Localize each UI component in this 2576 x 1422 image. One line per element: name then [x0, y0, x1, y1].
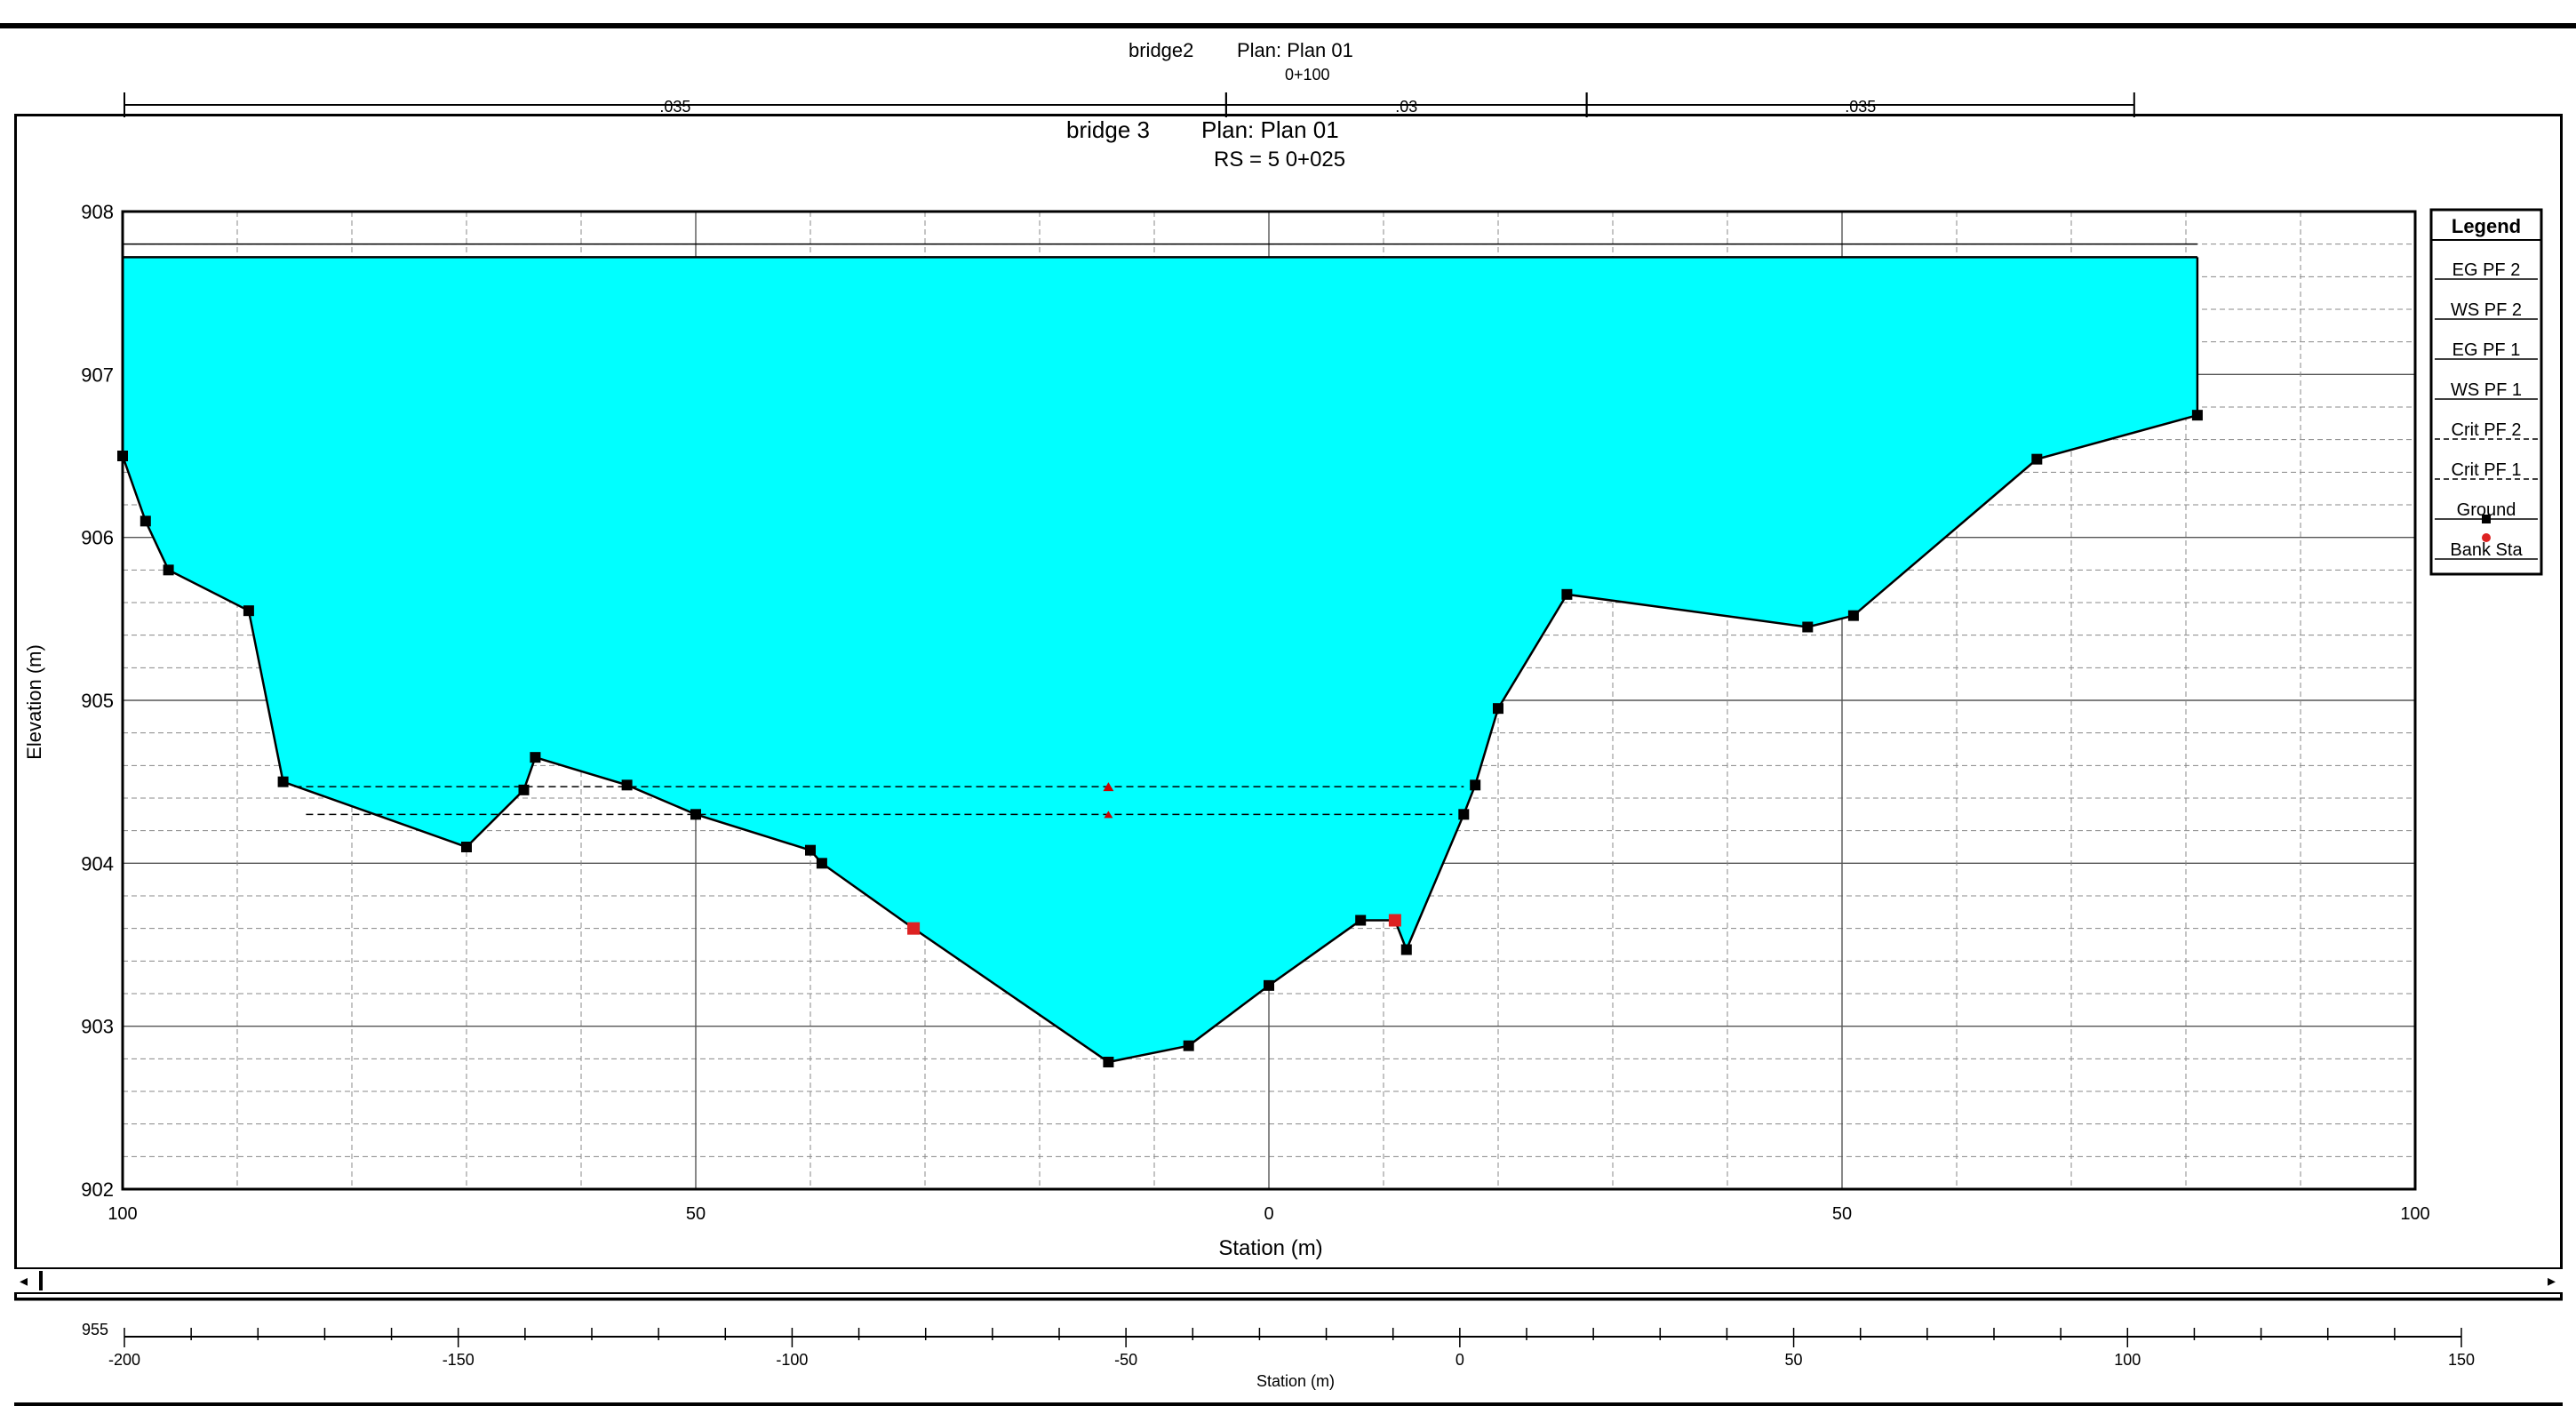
ground-markers: [117, 410, 2203, 1067]
legend-entries: EG PF 2 WS PF 2 EG PF 1 WS PF 1 Crit PF 2 Cri…: [2435, 260, 2538, 560]
legend-entry-label: EG PF 1: [2452, 340, 2521, 360]
plot-border: [121, 210, 2417, 1191]
scroll-thumb[interactable]: [39, 1271, 43, 1290]
chart-plan: Plan: Plan 01: [1201, 116, 1339, 143]
ground-point: [277, 776, 289, 787]
profile-lines: [121, 243, 2199, 1064]
legend-title: Legend: [2452, 215, 2521, 237]
ground-point: [1470, 779, 1481, 791]
mannings-n-bar: .035 .03 .035: [124, 92, 2135, 117]
ground-point: [140, 515, 151, 527]
lower-tick-label: -200: [108, 1351, 140, 1369]
y-tick-label: 908: [81, 201, 114, 223]
x-tick-label: 0: [1264, 1204, 1273, 1224]
lower-tick-label: 0: [1455, 1351, 1464, 1369]
ground-point: [530, 752, 541, 763]
y-tick-label: 906: [81, 527, 114, 549]
mannings-label: .035: [659, 98, 690, 116]
ground-point: [816, 858, 827, 869]
ground-point: [1400, 944, 1412, 955]
lower-tick-label: 150: [2448, 1351, 2475, 1369]
back-window-plan: Plan: Plan 01: [1237, 39, 1353, 61]
ground-point: [1264, 979, 1274, 991]
x-axis-ticks: 100 50 0 50 100: [108, 1204, 2429, 1224]
y-axis-ticks: 902 903 904 905 906 907 908: [81, 201, 114, 1201]
legend-entry-label: EG PF 2: [2452, 260, 2521, 280]
ground-point: [1183, 1040, 1194, 1051]
ground-point: [621, 779, 633, 791]
x-tick-label: 50: [1832, 1204, 1852, 1224]
x-tick-label: 100: [108, 1204, 137, 1224]
ground-point: [163, 564, 174, 576]
lower-tick-label: 50: [1785, 1351, 1803, 1369]
ground-point: [1458, 809, 1470, 820]
back-window-station: 0+100: [1285, 66, 1330, 84]
ground-point: [1355, 915, 1367, 926]
lower-tick-label: -100: [776, 1351, 808, 1369]
x-tick-label: 50: [686, 1204, 706, 1224]
legend-entry-label: Bank Sta: [2450, 540, 2523, 560]
ground-point: [1561, 588, 1573, 600]
legend-entry-label: Crit PF 2: [2452, 420, 2522, 440]
lower-x-axis-label: Station (m): [1256, 1372, 1335, 1390]
horizontal-scrollbar[interactable]: ◂ ▸: [14, 1267, 2563, 1294]
scroll-right-icon[interactable]: ▸: [2547, 1272, 2556, 1290]
bank-station-marker: [1388, 914, 1401, 927]
lower-tick-label: -50: [1114, 1351, 1137, 1369]
legend-ground-marker: [2482, 515, 2491, 523]
ground-point: [461, 842, 472, 852]
ground-point: [1847, 610, 1859, 621]
x-axis-label: Station (m): [1218, 1236, 1322, 1260]
ground-point: [1103, 1057, 1114, 1067]
y-axis-label: Elevation (m): [23, 644, 45, 760]
ground-point: [2031, 453, 2043, 465]
y-tick-label: 907: [81, 363, 114, 386]
lower-tick-label: 100: [2114, 1351, 2141, 1369]
legend: Legend EG PF 2 WS PF 2 EG PF 1 WS PF 1 Crit …: [2429, 208, 2543, 576]
lower-tick-label: -150: [443, 1351, 475, 1369]
legend-entry-label: Crit PF 1: [2452, 460, 2522, 480]
mannings-label: .035: [1845, 98, 1876, 116]
legend-entry-label: WS PF 2: [2451, 300, 2522, 320]
ground-point: [243, 605, 254, 617]
mannings-label: .03: [1395, 98, 1417, 116]
ground-point: [805, 844, 816, 856]
y-tick-label: 903: [81, 1016, 114, 1038]
water-fill: [123, 257, 2197, 1062]
ground-point: [690, 809, 701, 820]
bank-station-marker: [907, 922, 921, 935]
ground-point: [1802, 621, 1814, 633]
lower-y-tick: 955: [82, 1321, 108, 1338]
y-tick-label: 904: [81, 852, 114, 875]
top-border: [0, 23, 2576, 28]
ground-point: [1493, 703, 1503, 715]
lower-axis-ticks: -200 -150 -100 -50 0 50 100 150: [108, 1328, 2475, 1369]
crit-marker: [1103, 782, 1114, 792]
legend-entry-label: Ground: [2457, 500, 2516, 520]
x-tick-label: 100: [2400, 1204, 2429, 1224]
back-window-title: bridge2: [1128, 39, 1194, 61]
legend-box: [2429, 208, 2543, 576]
crit-marker: [1104, 811, 1113, 819]
chart-subtitle: RS = 5 0+025: [1214, 148, 1345, 172]
legend-bank-marker: [2482, 533, 2491, 542]
legend-entry-label: WS PF 1: [2451, 380, 2522, 400]
scroll-left-icon[interactable]: ◂: [20, 1272, 28, 1290]
water-area: [123, 257, 2197, 1062]
chart-title: bridge 3: [1066, 116, 1150, 143]
back-window-header: bridge2 Plan: Plan 01 0+100: [0, 28, 2576, 117]
y-tick-label: 902: [81, 1178, 114, 1201]
ground-point: [518, 784, 530, 795]
y-tick-label: 905: [81, 690, 114, 712]
ground-point: [2191, 410, 2203, 421]
